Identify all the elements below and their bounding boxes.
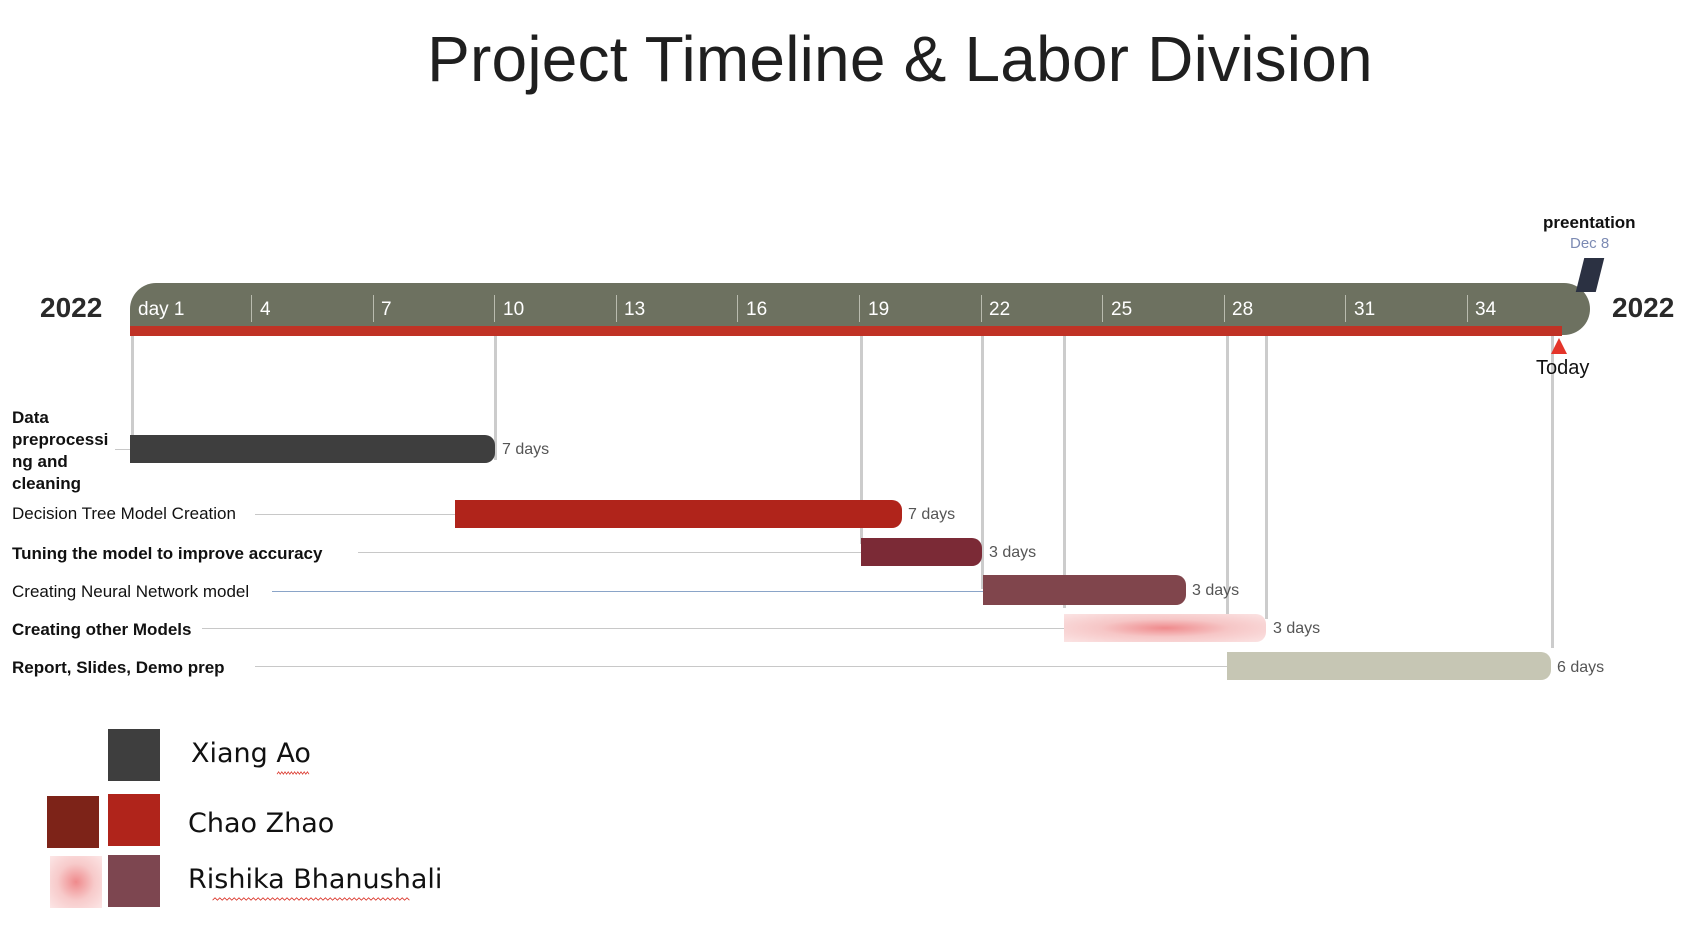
today-label: Today	[1536, 357, 1590, 379]
milestone-label: preentation	[1543, 213, 1636, 232]
task-duration: 3 days	[989, 544, 1037, 561]
task-label-data-preprocessing: Data preprocessi ng and cleaning	[12, 407, 108, 495]
task-leader-line	[255, 514, 455, 515]
connector-line	[860, 334, 863, 544]
tick-separator	[616, 295, 617, 322]
tick-label: 13	[624, 299, 646, 320]
connector-line	[494, 334, 497, 460]
connector-line	[131, 334, 134, 460]
task-bar-neural-network[interactable]	[983, 575, 1186, 605]
tick-separator	[1467, 295, 1468, 322]
today-marker-icon	[1551, 338, 1567, 354]
spellcheck-underline-icon	[276, 771, 310, 775]
tick-separator	[859, 295, 860, 322]
year-right-label: 2022	[1612, 292, 1675, 323]
task-leader-line	[358, 552, 861, 553]
legend-name-xiang-ao: Xiang Ao	[191, 738, 311, 769]
task-label-line: cleaning	[12, 474, 81, 493]
tick-separator	[494, 295, 495, 322]
legend-name-chao-zhao: Chao Zhao	[188, 808, 335, 839]
connector-line	[1226, 334, 1229, 639]
tick-separator	[737, 295, 738, 322]
tick-label: day 1	[138, 299, 185, 320]
tick-separator	[251, 295, 252, 322]
task-label-report: Report, Slides, Demo prep	[12, 658, 225, 677]
tick-separator	[981, 295, 982, 322]
tick-label: 7	[381, 299, 392, 320]
milestone-marker-icon	[1575, 258, 1605, 292]
tick-label: 4	[260, 299, 271, 320]
task-label-line: preprocessi	[12, 430, 109, 449]
spellcheck-underline-icon	[212, 897, 410, 901]
connector-line	[1063, 334, 1066, 608]
tick-separator	[373, 295, 374, 322]
task-label-neural-network: Creating Neural Network model	[12, 582, 250, 601]
tick-label: 22	[989, 299, 1011, 320]
task-bar-report[interactable]	[1227, 652, 1551, 680]
legend-swatch-rishika-pink	[50, 856, 102, 908]
tick-separator	[1224, 295, 1225, 322]
tick-label: 16	[746, 299, 768, 320]
tick-label: 19	[868, 299, 890, 320]
task-leader-line	[202, 628, 1064, 629]
task-label-line: ng and	[12, 452, 68, 471]
legend-swatch-chao-zhao	[108, 794, 160, 846]
task-duration: 3 days	[1192, 582, 1240, 599]
tick-separator	[1345, 295, 1346, 322]
legend-swatch-rishika	[108, 855, 160, 907]
legend-swatch-xiang-ao	[108, 729, 160, 781]
legend-name-rishika: Rishika Bhanushali	[188, 864, 443, 895]
task-label-other-models: Creating other Models	[12, 620, 192, 639]
task-bar-data-preprocessing[interactable]	[130, 435, 495, 463]
timeline-progress-bar	[130, 326, 1562, 336]
task-label-decision-tree: Decision Tree Model Creation	[12, 504, 236, 523]
task-bar-other-models[interactable]	[1064, 614, 1266, 642]
task-duration: 6 days	[1557, 659, 1605, 676]
task-leader-line	[255, 666, 1227, 667]
legend-swatch-chao-zhao-dark	[47, 796, 99, 848]
task-duration: 7 days	[908, 506, 956, 523]
tick-label: 25	[1111, 299, 1133, 320]
year-left-label: 2022	[40, 292, 103, 323]
tick-label: 31	[1354, 299, 1376, 320]
connector-line	[1551, 334, 1554, 648]
task-duration: 7 days	[502, 441, 550, 458]
task-duration: 3 days	[1273, 620, 1321, 637]
page-title: Project Timeline & Labor Division	[427, 23, 1373, 95]
task-bar-tuning[interactable]	[861, 538, 982, 566]
milestone-date: Dec 8	[1570, 235, 1610, 252]
tick-label: 34	[1475, 299, 1497, 320]
connector-line	[981, 334, 984, 589]
connector-line	[1265, 334, 1268, 619]
task-label-tuning: Tuning the model to improve accuracy	[12, 544, 323, 563]
task-label-line: Data	[12, 408, 49, 427]
task-bar-decision-tree[interactable]	[455, 500, 902, 528]
tick-label: 10	[503, 299, 525, 320]
tick-label: 28	[1232, 299, 1254, 320]
task-leader-line	[272, 591, 983, 592]
tick-separator	[1102, 295, 1103, 322]
task-leader-line	[115, 449, 130, 450]
